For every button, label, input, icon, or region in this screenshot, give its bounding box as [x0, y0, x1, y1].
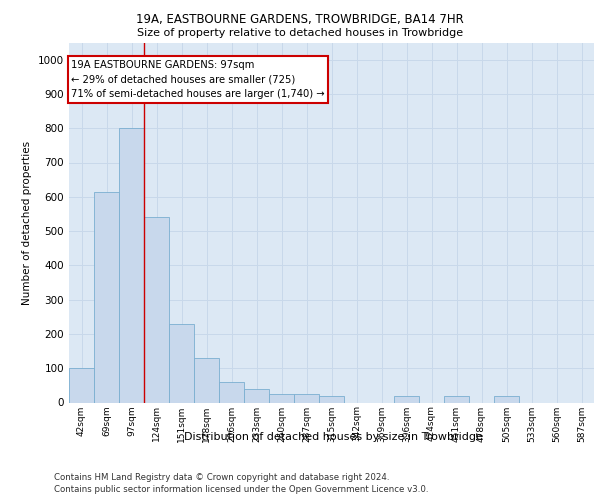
Text: Size of property relative to detached houses in Trowbridge: Size of property relative to detached ho…: [137, 28, 463, 38]
Bar: [394, 396, 419, 402]
Text: 19A EASTBOURNE GARDENS: 97sqm
← 29% of detached houses are smaller (725)
71% of : 19A EASTBOURNE GARDENS: 97sqm ← 29% of d…: [71, 60, 325, 99]
Bar: [444, 396, 469, 402]
Bar: [219, 382, 244, 402]
Bar: [94, 192, 119, 402]
Bar: [319, 396, 344, 402]
Bar: [69, 368, 94, 402]
Bar: [294, 394, 319, 402]
Y-axis label: Number of detached properties: Number of detached properties: [22, 140, 32, 304]
Text: Contains HM Land Registry data © Crown copyright and database right 2024.: Contains HM Land Registry data © Crown c…: [54, 472, 389, 482]
Text: Contains public sector information licensed under the Open Government Licence v3: Contains public sector information licen…: [54, 485, 428, 494]
Bar: [494, 396, 519, 402]
Bar: [269, 394, 294, 402]
Bar: [244, 389, 269, 402]
Bar: [169, 324, 194, 402]
Bar: [119, 128, 144, 402]
Bar: [194, 358, 219, 403]
Text: Distribution of detached houses by size in Trowbridge: Distribution of detached houses by size …: [184, 432, 482, 442]
Text: 19A, EASTBOURNE GARDENS, TROWBRIDGE, BA14 7HR: 19A, EASTBOURNE GARDENS, TROWBRIDGE, BA1…: [136, 12, 464, 26]
Bar: [144, 218, 169, 402]
